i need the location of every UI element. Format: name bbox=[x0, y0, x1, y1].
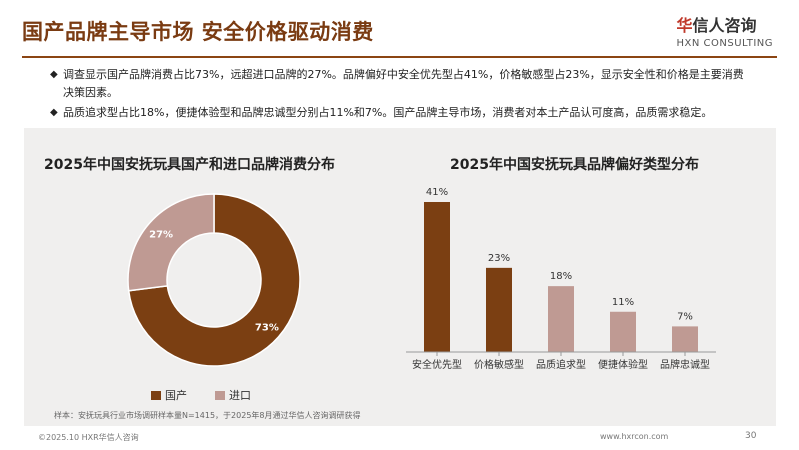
donut-slice-label: 27% bbox=[149, 229, 173, 240]
bar bbox=[424, 202, 450, 352]
x-tick-label: 品牌忠诚型 bbox=[660, 358, 710, 371]
bar-chart: 41% 安全优先型 23% 价格敏感型 18% 品质追求型 11% 便捷体验型 7% 品牌忠诚型 bbox=[406, 187, 716, 371]
legend-item-domestic: 国产 bbox=[151, 387, 187, 403]
legend-item-imported: 进口 bbox=[215, 387, 251, 403]
diamond-bullet-icon: ◆ bbox=[50, 107, 58, 118]
bar bbox=[548, 286, 574, 352]
bar-value-label: 41% bbox=[426, 187, 448, 198]
donut-slice-label: 73% bbox=[255, 323, 279, 334]
summary-bullets: ◆ 调查显示国产品牌消费占比73%，远超进口品牌的27%。品牌偏好中安全优先型占… bbox=[50, 66, 752, 124]
bar-value-label: 18% bbox=[550, 271, 572, 282]
bar bbox=[610, 311, 636, 352]
summary-bullet: ◆ 调查显示国产品牌消费占比73%，远超进口品牌的27%。品牌偏好中安全优先型占… bbox=[50, 68, 744, 99]
page-title: 国产品牌主导市场 安全价格驱动消费 bbox=[22, 20, 374, 44]
company-logo: 华信人咨询 HXN CONSULTING bbox=[676, 12, 773, 49]
charts-panel: 2025年中国安抚玩具国产和进口品牌消费分布 2025年中国安抚玩具品牌偏好类型… bbox=[24, 128, 776, 426]
donut-slice bbox=[127, 193, 301, 367]
logo-chinese: 华信人咨询 bbox=[676, 16, 757, 35]
bar bbox=[486, 267, 512, 352]
bar-value-label: 7% bbox=[677, 311, 693, 322]
bar bbox=[672, 326, 698, 352]
x-tick-label: 安全优先型 bbox=[412, 358, 462, 371]
legend-swatch-domestic bbox=[151, 390, 161, 400]
title-divider bbox=[22, 56, 777, 58]
summary-bullet: ◆ 品质追求型占比18%，便捷体验型和品牌忠诚型分别占11%和7%。国产品牌主导… bbox=[50, 104, 752, 122]
donut-chart-title: 2025年中国安抚玩具国产和进口品牌消费分布 bbox=[44, 157, 335, 173]
diamond-bullet-icon: ◆ bbox=[50, 69, 58, 80]
footer-copyright: ©2025.10 HXR华信人咨询 bbox=[38, 433, 139, 442]
bar-chart-title: 2025年中国安抚玩具品牌偏好类型分布 bbox=[450, 157, 699, 173]
x-tick-label: 品质追求型 bbox=[536, 358, 586, 371]
legend-swatch-imported bbox=[215, 390, 225, 400]
bar-value-label: 11% bbox=[612, 297, 634, 308]
x-tick-label: 便捷体验型 bbox=[598, 358, 648, 371]
footer-url[interactable]: www.hxrcon.com bbox=[600, 432, 669, 441]
donut-legend: 国产 进口 bbox=[151, 387, 279, 403]
logo-english: HXN CONSULTING bbox=[676, 38, 773, 49]
sample-footnote: 样本：安抚玩具行业市场调研样本量N=1415，于2025年8月通过华信人咨询调研… bbox=[54, 411, 361, 420]
bar-value-label: 23% bbox=[488, 253, 510, 264]
x-tick-label: 价格敏感型 bbox=[474, 358, 524, 371]
donut-slice bbox=[127, 193, 215, 292]
donut-chart: 73% 27% bbox=[127, 193, 301, 367]
page-number: 30 bbox=[745, 431, 757, 441]
